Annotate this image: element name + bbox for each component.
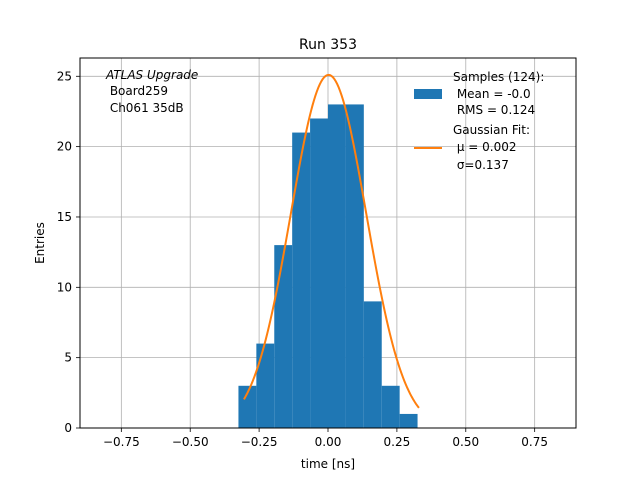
legend-line-text: RMS = 0.124	[453, 103, 535, 117]
legend: Samples (124): Mean = -0.0 RMS = 0.124 G…	[414, 70, 544, 172]
histogram-bar	[292, 132, 311, 428]
histogram-bar	[310, 118, 328, 428]
legend-line-text: μ = 0.002	[453, 140, 517, 154]
legend-line-text: σ=0.137	[453, 158, 509, 172]
histogram-bar	[328, 104, 346, 429]
histogram-bars	[238, 104, 418, 429]
y-tick-label: 20	[57, 140, 72, 154]
gaussian-fit	[243, 73, 420, 409]
y-tick-label: 25	[57, 69, 72, 83]
chart-title: Run 353	[299, 37, 357, 53]
annotation-line: ATLAS Upgrade	[105, 68, 198, 82]
fit-curve	[243, 73, 420, 409]
x-tick-label: −0.75	[103, 435, 140, 449]
y-tick-label: 10	[57, 280, 72, 294]
y-tick-label: 15	[57, 210, 72, 224]
x-tick-label: −0.25	[241, 435, 278, 449]
y-tick-label: 5	[64, 351, 72, 365]
annotation-line: Ch061 35dB	[106, 101, 184, 115]
x-tick-label: 0.75	[521, 435, 548, 449]
histogram-bar	[238, 385, 257, 428]
legend-line-text: Mean = -0.0	[453, 87, 531, 101]
x-axis-label: time [ns]	[301, 457, 355, 471]
histogram-bar	[274, 245, 293, 428]
x-tick-label: 0.25	[384, 435, 411, 449]
annotation-line: Board259	[106, 84, 168, 98]
y-axis-label: Entries	[33, 222, 47, 264]
histogram-bar	[345, 104, 364, 429]
x-tick-label: −0.50	[172, 435, 209, 449]
histogram-bar	[399, 413, 418, 428]
histogram-bar	[256, 343, 275, 428]
x-tick-label: 0.50	[452, 435, 479, 449]
axis-ticks: −0.75 −0.50 −0.25 0.00 0.25 0.50 0.75 0 5 10 15 20 2…	[57, 69, 548, 449]
histogram-bar	[381, 385, 400, 428]
histogram-bar	[363, 301, 382, 428]
legend-line-text: Samples (124):	[453, 70, 544, 84]
y-tick-label: 0	[64, 421, 72, 435]
legend-line-text: Gaussian Fit:	[453, 123, 530, 137]
x-tick-label: 0.00	[315, 435, 342, 449]
annotation: ATLAS Upgrade Board259 Ch061 35dB	[105, 68, 198, 115]
legend-patch	[414, 89, 442, 99]
